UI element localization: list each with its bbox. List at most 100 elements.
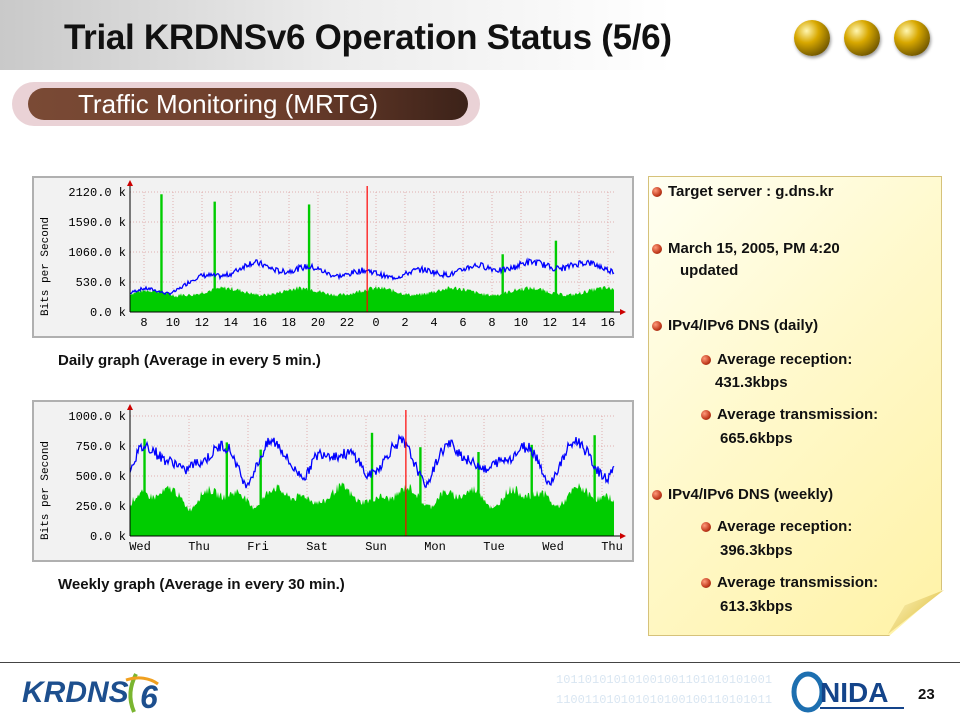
nida-logo-text: NIDA: [820, 677, 888, 708]
daily-x-tick-label: 16: [253, 316, 267, 330]
daily-x-tick-label: 12: [195, 316, 209, 330]
gold-ball-icon: [794, 20, 830, 56]
bullet-icon: [701, 578, 711, 588]
weekly-inbound-spike: [259, 449, 262, 536]
daily-x-tick-label: 8: [140, 316, 147, 330]
binary-line-2: 110011010101010100100110101011: [556, 693, 773, 707]
weekly-x-tick-label: Sat: [306, 540, 328, 554]
weekly-transmission-value: 613.3kbps: [720, 598, 793, 615]
daily-x-tick-label: 14: [572, 316, 586, 330]
daily-graph: 2120.0 k 1590.0 k 1060.0 k 530.0 k 0.0 k 8 10…: [32, 176, 634, 338]
krdns-logo: KRDNS 6: [22, 673, 159, 715]
weekly-inbound-spike: [477, 452, 480, 536]
weekly-inbound-spike: [225, 442, 228, 536]
weekly-inbound-spike: [530, 444, 533, 536]
daily-x-tick-label: 8: [488, 316, 495, 330]
info-note: [648, 176, 942, 636]
binary-decoration: 101101010101001001101010101001 110011010…: [556, 670, 886, 710]
weekly-x-tick-label: Fri: [247, 540, 269, 554]
weekly-x-arrow-icon: [620, 533, 626, 539]
slide-title: Trial KRDNSv6 Operation Status (5/6): [64, 18, 672, 57]
weekly-reception-value: 396.3kbps: [720, 542, 793, 559]
weekly-graph-canvas: 1000.0 k 750.0 k 500.0 k 250.0 k 0.0 k Wed Th…: [34, 402, 632, 560]
weekly-transmission-label: Average transmission:: [717, 574, 879, 591]
daily-inbound-area: [130, 286, 614, 312]
weekly-y-tick-label: 750.0 k: [76, 440, 126, 454]
weekly-graph: 1000.0 k 750.0 k 500.0 k 250.0 k 0.0 k Wed Th…: [32, 400, 634, 562]
weekly-y-tick-labels: 1000.0 k 750.0 k 500.0 k 250.0 k 0.0 k: [68, 410, 126, 544]
daily-inbound-spike: [307, 204, 311, 312]
daily-y-tick-label: 0.0 k: [90, 306, 126, 320]
daily-y-tick-labels: 2120.0 k 1590.0 k 1060.0 k 530.0 k 0.0 k: [68, 186, 126, 320]
daily-x-tick-label: 10: [166, 316, 180, 330]
daily-x-tick-label: 2: [401, 316, 408, 330]
daily-reception-value: 431.3kbps: [715, 374, 788, 391]
daily-x-tick-label: 10: [514, 316, 528, 330]
daily-transmission-value: 665.6kbps: [720, 430, 793, 447]
gold-ball-icon: [844, 20, 880, 56]
weekly-inbound-spike: [593, 435, 596, 536]
daily-outbound-line: [129, 257, 615, 296]
bullet-icon: [701, 410, 711, 420]
daily-x-tick-label: 16: [601, 316, 615, 330]
weekly-reception-label: Average reception:: [717, 518, 853, 535]
daily-heading-text: IPv4/IPv6 DNS (daily): [668, 317, 819, 334]
daily-inbound-spike: [160, 194, 163, 312]
bullet-icon: [652, 187, 662, 197]
daily-inbound-spike: [501, 254, 504, 312]
decorative-balls: [794, 20, 930, 56]
weekly-x-tick-label: Thu: [601, 540, 623, 554]
weekly-x-tick-label: Sun: [365, 540, 387, 554]
daily-x-tick-label: 6: [459, 316, 466, 330]
daily-x-tick-label: 20: [311, 316, 325, 330]
updated-date-text: March 15, 2005, PM 4:20: [668, 240, 840, 257]
daily-y-tick-label: 2120.0 k: [68, 186, 126, 200]
daily-caption: Daily graph (Average in every 5 min.): [58, 352, 321, 369]
weekly-x-tick-label: Wed: [129, 540, 151, 554]
bullet-icon: [652, 490, 662, 500]
weekly-x-tick-label: Thu: [188, 540, 210, 554]
bullet-icon: [652, 244, 662, 254]
binary-line-1: 101101010101001001101010101001: [556, 673, 773, 687]
weekly-y-tick-label: 500.0 k: [76, 470, 126, 484]
daily-inbound-spike: [213, 201, 216, 312]
weekly-y-tick-label: 0.0 k: [90, 530, 126, 544]
daily-y-tick-label: 1590.0 k: [68, 216, 126, 230]
krdns-logo-text: KRDNS: [22, 676, 129, 709]
weekly-inbound-spike: [370, 432, 374, 536]
daily-transmission-label: Average transmission:: [717, 406, 879, 423]
daily-x-tick-labels: 8 10 12 14 16 18 20 22 0 2 4 6 8 10 12 14 16: [140, 316, 615, 330]
weekly-y-tick-label: 250.0 k: [76, 500, 126, 514]
footer-divider: [0, 662, 960, 663]
weekly-y-arrow-icon: [127, 404, 133, 410]
daily-y-tick-label: 530.0 k: [76, 276, 126, 290]
weekly-x-tick-label: Wed: [542, 540, 564, 554]
daily-x-tick-label: 18: [282, 316, 296, 330]
daily-graph-canvas: 2120.0 k 1590.0 k 1060.0 k 530.0 k 0.0 k 8 10…: [34, 178, 632, 336]
bullet-icon: [701, 355, 711, 365]
weekly-inbound-spikes: [143, 432, 596, 536]
target-server-text: Target server : g.dns.kr: [668, 183, 834, 200]
weekly-outbound-line: [129, 433, 615, 489]
daily-x-tick-label: 14: [224, 316, 238, 330]
weekly-x-tick-label: Mon: [424, 540, 446, 554]
gold-ball-icon: [894, 20, 930, 56]
daily-y-tick-label: 1060.0 k: [68, 246, 126, 260]
daily-inbound-spikes: [160, 194, 558, 312]
weekly-y-axis-label: Bits per Second: [40, 441, 52, 540]
bullet-icon: [652, 321, 662, 331]
daily-y-axis-label: Bits per Second: [40, 217, 52, 316]
daily-x-tick-label: 12: [543, 316, 557, 330]
daily-x-tick-label: 22: [340, 316, 354, 330]
weekly-inbound-spike: [143, 438, 146, 536]
weekly-x-tick-labels: Wed Thu Fri Sat Sun Mon Tue Wed Thu: [129, 540, 623, 554]
daily-y-arrow-icon: [127, 180, 133, 186]
weekly-x-tick-label: Tue: [483, 540, 505, 554]
daily-axes: [127, 180, 626, 315]
daily-reception-label: Average reception:: [717, 351, 853, 368]
daily-x-tick-label: 4: [430, 316, 437, 330]
subtitle-text: Traffic Monitoring (MRTG): [78, 89, 379, 119]
weekly-heading-text: IPv4/IPv6 DNS (weekly): [668, 486, 834, 503]
updated-word-text: updated: [680, 262, 739, 279]
daily-x-arrow-icon: [620, 309, 626, 315]
